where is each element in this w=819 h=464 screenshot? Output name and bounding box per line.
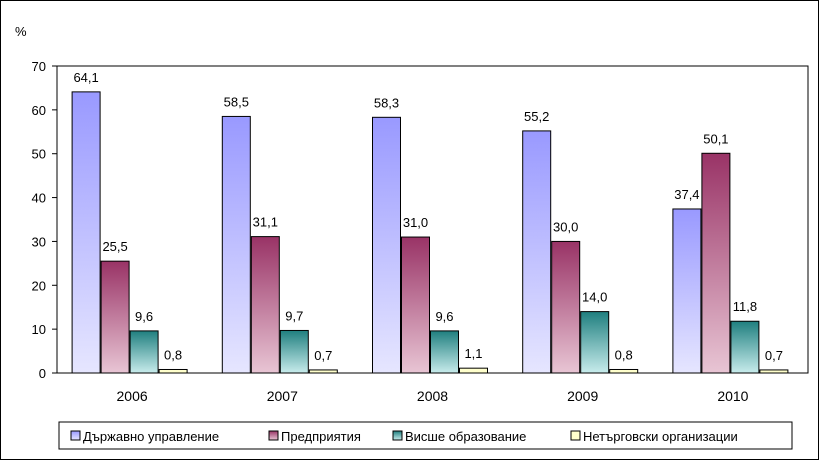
bar (401, 236, 430, 374)
bar (759, 369, 789, 374)
legend: Държавно управление Предприятия Висше обра… (58, 421, 793, 450)
data-label: 9,6 (135, 309, 153, 324)
bar (609, 368, 639, 374)
data-label: 1,1 (464, 346, 482, 361)
data-label: 58,5 (224, 94, 249, 109)
data-label: 37,4 (674, 187, 699, 202)
data-label: 55,2 (524, 109, 549, 124)
legend-label: Предприятия (281, 429, 361, 444)
y-unit-label: % (15, 24, 27, 39)
bar (221, 115, 251, 374)
x-tick-label: 2007 (267, 388, 298, 404)
data-label: 25,5 (102, 239, 127, 254)
bar (701, 152, 731, 374)
bar (730, 320, 760, 374)
bar (551, 240, 581, 374)
data-label: 0,8 (615, 347, 633, 362)
y-tick-label: 30 (32, 234, 46, 249)
x-tick-label: 2006 (117, 388, 148, 404)
legend-swatch (268, 430, 279, 441)
data-label: 9,7 (285, 308, 303, 323)
data-label: 64,1 (73, 70, 98, 85)
y-tick-label: 40 (32, 191, 46, 206)
y-tick-label: 70 (32, 59, 46, 74)
legend-label: Държавно управление (83, 429, 219, 444)
x-tick-label: 2009 (567, 388, 598, 404)
bar (672, 208, 702, 374)
bars-group: 64,1 25,5 9,6 0,8 58,5 31,1 9,7 0,7 58,3 31,0 9,6 1… (71, 70, 789, 374)
data-label: 58,3 (374, 95, 399, 110)
bar (372, 116, 401, 374)
data-label: 14,0 (582, 290, 607, 305)
y-tick-label: 10 (32, 322, 46, 337)
bar (279, 329, 309, 374)
bar (308, 369, 338, 374)
bar (71, 91, 101, 374)
y-tick-label: 60 (32, 103, 46, 118)
bar (580, 311, 610, 374)
bar (129, 330, 159, 374)
data-label: 31,1 (253, 215, 278, 230)
y-tick-label: 0 (39, 366, 46, 381)
legend-swatch (570, 430, 581, 441)
legend-swatch (392, 430, 403, 441)
data-label: 11,8 (733, 299, 757, 314)
legend-swatch (70, 430, 81, 441)
data-label: 0,8 (164, 347, 182, 362)
legend-label: Нетърговски организации (583, 429, 738, 444)
data-label: 31,0 (403, 215, 428, 230)
data-label: 0,7 (765, 348, 783, 363)
x-tick-label: 2008 (417, 388, 448, 404)
y-tick-label: 20 (32, 278, 46, 293)
bar (430, 330, 459, 374)
data-label: 30,0 (553, 219, 578, 234)
x-tick-label: 2010 (717, 388, 748, 404)
bar (522, 130, 552, 374)
legend-box (58, 421, 793, 450)
x-axis: 2006 2007 2008 2009 2010 (117, 388, 749, 404)
data-label: 9,6 (435, 309, 453, 324)
data-label: 50,1 (703, 131, 728, 146)
bar (459, 367, 488, 374)
data-label: 0,7 (314, 348, 332, 363)
bar (158, 368, 188, 374)
bar (100, 260, 130, 374)
legend-label: Висше образование (405, 429, 526, 444)
y-axis: 0 10 20 30 40 50 60 70 (32, 59, 57, 381)
y-tick-label: 50 (32, 147, 46, 162)
bar (250, 236, 280, 374)
